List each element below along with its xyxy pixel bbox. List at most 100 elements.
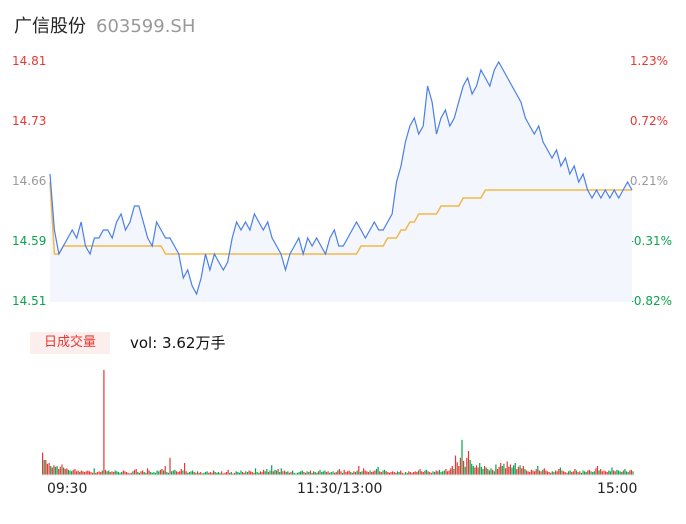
- volume-bar: [122, 470, 124, 475]
- volume-bar: [111, 471, 113, 476]
- volume-bar: [334, 472, 336, 476]
- volume-bar: [432, 471, 434, 476]
- volume-bar: [100, 472, 102, 475]
- volume-bar: [46, 463, 49, 476]
- volume-bar: [466, 457, 468, 476]
- volume-bar: [556, 471, 558, 476]
- price-tick-3: 14.66: [12, 174, 47, 188]
- volume-bar: [45, 460, 47, 475]
- volume-bar: [537, 466, 539, 475]
- volume-bar: [56, 466, 58, 475]
- volume-bar: [201, 473, 203, 475]
- volume-bar: [208, 472, 210, 476]
- volume-bar: [558, 469, 560, 475]
- volume-bar: [435, 470, 437, 475]
- volume-bar: [163, 470, 165, 475]
- volume-bar: [559, 467, 562, 475]
- volume-bar: [343, 469, 345, 476]
- time-label-midday: 11:30/13:00: [297, 481, 383, 497]
- volume-bar: [216, 472, 218, 476]
- volume-bar: [606, 472, 608, 475]
- volume-bar: [538, 470, 541, 475]
- volume-bar: [616, 469, 618, 476]
- volume-bar: [54, 466, 57, 476]
- volume-bar: [275, 470, 278, 475]
- volume-bar: [403, 473, 405, 475]
- volume-bar: [211, 472, 213, 476]
- volume-bar: [282, 471, 284, 476]
- volume-bar: [624, 469, 626, 475]
- pct-tick-3: 0.21%: [629, 174, 668, 188]
- volume-bar: [277, 469, 279, 475]
- volume-bar: [192, 470, 194, 475]
- volume-bar: [153, 472, 155, 475]
- volume-bar: [501, 466, 503, 475]
- volume-bar: [393, 472, 395, 475]
- volume-bar: [80, 470, 82, 475]
- volume-bar: [613, 470, 615, 475]
- volume-bar: [87, 470, 89, 475]
- volume-bar: [59, 466, 61, 476]
- volume-bar: [164, 466, 166, 475]
- volume-bar: [605, 471, 607, 476]
- volume-bar: [74, 469, 76, 475]
- volume-bar: [117, 472, 120, 475]
- volume-bar: [175, 471, 178, 476]
- volume-bar: [509, 464, 512, 475]
- volume-bar: [625, 471, 628, 476]
- volume-bar: [480, 466, 483, 476]
- volume-bar: [140, 471, 142, 476]
- volume-bar: [154, 472, 157, 476]
- volume-bar: [322, 471, 324, 476]
- stock-code: 603599.SH: [96, 16, 196, 37]
- volume-bar: [617, 470, 620, 475]
- volume-bar: [385, 471, 387, 476]
- volume-bar: [472, 466, 474, 475]
- volume-bar: [264, 471, 266, 476]
- volume-bar: [522, 466, 524, 475]
- volume-bar: [96, 472, 99, 475]
- avg-price-line: [49, 181, 632, 255]
- volume-bar: [296, 472, 299, 476]
- volume-bar: [492, 469, 494, 476]
- volume-bar: [601, 471, 603, 476]
- volume-bar: [95, 472, 97, 476]
- pct-tick-4: -0.31%: [629, 234, 672, 248]
- volume-bar: [359, 472, 362, 475]
- volume-bar: [609, 471, 612, 476]
- volume-bar: [227, 469, 229, 476]
- volume-bar: [251, 472, 253, 475]
- volume-bar: [48, 463, 50, 475]
- volume-bar: [566, 472, 568, 476]
- volume-bar: [325, 472, 328, 475]
- volume-bar: [222, 473, 224, 475]
- volume-bar: [242, 472, 244, 475]
- volume-bar: [145, 472, 147, 476]
- volume-bar: [527, 471, 529, 476]
- volume-bar: [482, 469, 484, 475]
- volume-bar: [484, 466, 486, 475]
- volume-bar: [342, 472, 344, 476]
- volume-bar: [535, 469, 537, 475]
- volume-bar: [253, 472, 255, 476]
- volume-bar: [506, 461, 508, 475]
- volume-bar: [179, 471, 181, 476]
- volume-bar: [101, 470, 103, 475]
- volume-bar: [248, 470, 250, 475]
- volume-bar: [116, 471, 118, 476]
- volume-bar: [519, 465, 521, 476]
- volume-bar: [93, 468, 95, 476]
- volume-bar: [427, 471, 429, 476]
- volume-bar: [630, 469, 633, 476]
- volume-bar: [356, 470, 358, 475]
- volume-bar: [332, 471, 334, 476]
- price-tick-5: 14.51: [12, 294, 47, 308]
- volume-bar: [453, 469, 455, 475]
- volume-bar: [109, 472, 111, 475]
- volume-bar: [61, 464, 63, 475]
- volume-bar: [406, 472, 408, 476]
- volume-bar: [398, 472, 400, 475]
- volume-bar: [409, 472, 412, 475]
- volume-bar: [138, 472, 141, 476]
- volume-bar: [548, 472, 550, 475]
